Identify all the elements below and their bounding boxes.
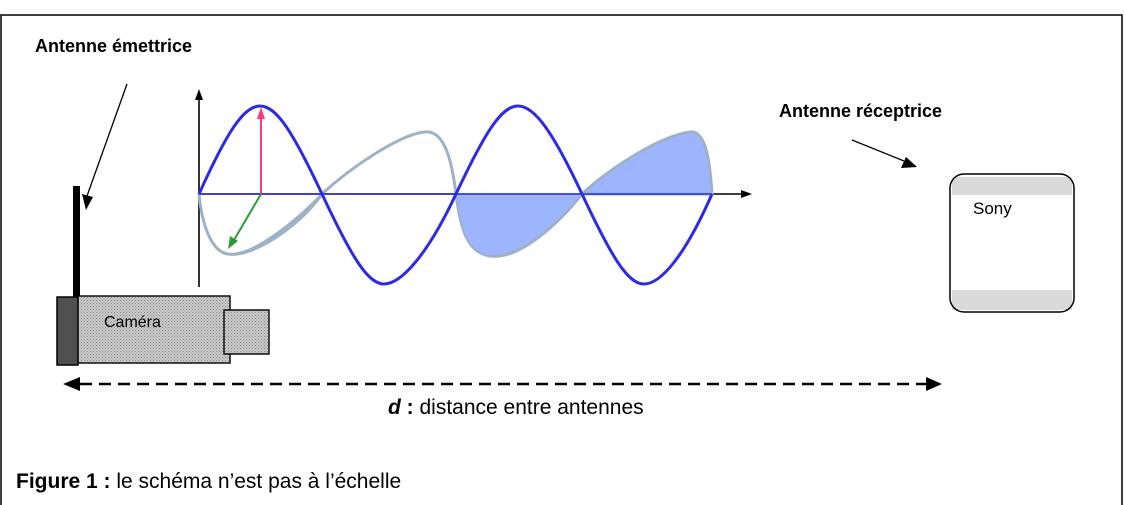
receiving-tv	[949, 173, 1075, 313]
figure-number: Figure 1 :	[16, 470, 111, 493]
emitter-pointer-line	[86, 83, 128, 197]
magnetic-field-vector	[233, 193, 262, 241]
tv-bottom-band	[952, 290, 1072, 310]
magnetic-field-vector-arrowhead	[228, 236, 238, 249]
wave-x-axis-arrowhead	[741, 190, 752, 198]
emitting-antenna-mast	[73, 186, 80, 302]
camera-label: Caméra	[104, 314, 161, 331]
wave-secondary-lobe-1	[197, 192, 324, 256]
frame-border	[0, 14, 1123, 505]
distance-colon: :	[400, 396, 414, 419]
camera-body	[75, 295, 231, 364]
tv-frame	[949, 173, 1075, 313]
receiving-antenna-label: Antenne réceptrice	[779, 101, 943, 121]
figure-caption: Figure 1 : le schéma n’est pas à l’échel…	[16, 470, 401, 494]
distance-symbol: d	[388, 396, 401, 419]
emitter-pointer-arrowhead	[82, 194, 93, 210]
camera-back-plate	[56, 296, 79, 366]
receiver-pointer-line	[851, 139, 905, 162]
wave-secondary-lobe-4-fill	[578, 130, 714, 196]
tv-top-band	[952, 177, 1072, 195]
distance-caption: d : distance entre antennes	[388, 396, 644, 420]
camera	[56, 295, 270, 366]
receiver-pointer-arrowhead	[901, 157, 917, 168]
camera-lens	[223, 309, 270, 355]
electric-field-vector-arrowhead	[257, 107, 265, 119]
emitting-antenna-label: Antenne émettrice	[35, 36, 193, 56]
figure-caption-text: le schéma n’est pas à l’échelle	[110, 470, 402, 493]
distance-arrow-right-head	[926, 377, 942, 391]
wave-secondary-lobe-2	[320, 130, 458, 196]
tv-brand-label: Sony	[973, 199, 1012, 218]
wave-secondary-lobe-3-fill	[454, 193, 585, 258]
distance-text: distance entre antennes	[413, 396, 644, 419]
distance-arrow-left-head	[63, 377, 80, 391]
wave-y-axis-arrowhead	[195, 89, 203, 100]
